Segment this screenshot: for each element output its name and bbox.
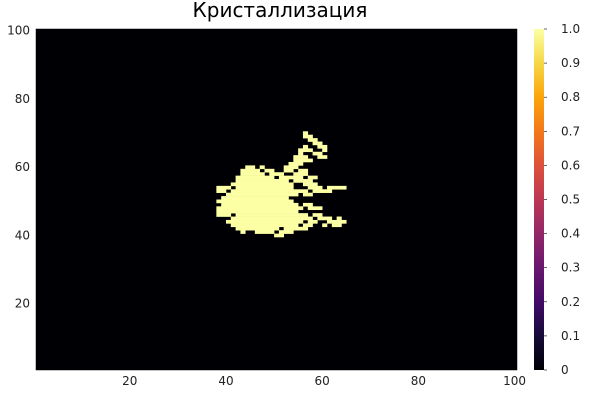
cluster-cell <box>317 216 333 221</box>
cluster-cell <box>307 185 323 190</box>
x-tick-label: 20 <box>122 374 137 388</box>
cluster-cell <box>312 141 323 146</box>
x-axis-ticks: 20 40 60 80 100 <box>122 374 526 388</box>
colorbar-tick-label: 0.2 <box>561 295 580 309</box>
cluster-cell <box>317 144 328 149</box>
cluster-cell <box>302 144 309 149</box>
cluster-cell <box>278 175 304 180</box>
cluster-cell <box>264 168 275 173</box>
colorbar-tick-label: 0.4 <box>561 227 580 241</box>
cluster-cell <box>312 213 323 217</box>
cluster-cell <box>221 202 299 207</box>
cluster-cell <box>235 175 275 180</box>
colorbar-tick-label: 0.1 <box>561 329 580 343</box>
cluster-cell <box>225 192 299 197</box>
cluster-cell <box>298 168 309 173</box>
cluster-cell <box>216 206 304 211</box>
cluster-cell <box>312 189 333 193</box>
cluster-cell <box>288 161 304 166</box>
cluster-cell <box>322 223 328 228</box>
cluster-cell <box>327 185 347 190</box>
cluster-cell <box>307 206 323 211</box>
x-tick-label: 40 <box>218 374 233 388</box>
cluster-cell <box>331 223 342 228</box>
crystal-cluster <box>216 131 347 238</box>
colorbar-tick-label: 0.7 <box>561 124 580 138</box>
colorbar-tick-label: 1.0 <box>561 22 580 36</box>
cluster-cell <box>259 165 265 170</box>
cluster-cell <box>245 165 256 170</box>
cluster-cell <box>302 202 313 207</box>
cluster-cell <box>327 219 347 224</box>
cluster-cell <box>278 230 294 234</box>
cluster-cell <box>293 172 309 176</box>
y-tick-label: 100 <box>7 24 30 38</box>
cluster-cell <box>216 185 232 190</box>
x-tick-label: 80 <box>411 374 426 388</box>
cluster-cell <box>302 182 318 187</box>
cluster-cell <box>216 199 294 204</box>
cluster-cell <box>230 189 309 193</box>
y-tick-label: 40 <box>15 228 30 242</box>
y-tick-label: 20 <box>15 297 30 311</box>
cluster-cell <box>298 148 313 153</box>
cluster-cell <box>293 155 309 159</box>
cluster-cell <box>221 196 289 200</box>
cluster-cell <box>225 219 304 224</box>
cluster-cell <box>283 226 309 231</box>
y-tick-label: 80 <box>15 92 30 106</box>
cluster-cell <box>240 230 246 234</box>
cluster-cell <box>254 230 275 234</box>
cluster-cell <box>302 134 313 139</box>
cluster-cell <box>235 179 289 183</box>
colorbar-tick-label: 0.3 <box>561 261 580 275</box>
cluster-cell <box>240 168 260 173</box>
colorbar-tick-label: 0.9 <box>561 56 580 70</box>
cluster-cell <box>283 165 299 170</box>
cluster-cell <box>235 226 280 231</box>
cluster-cell <box>274 233 285 238</box>
cluster-cell <box>283 168 294 173</box>
cluster-cell <box>230 223 299 228</box>
cluster-cell <box>302 223 313 228</box>
cluster-cell <box>216 209 299 214</box>
y-tick-label: 60 <box>15 160 30 174</box>
cluster-cell <box>235 213 309 217</box>
colorbar <box>534 29 544 370</box>
cluster-cell <box>307 175 318 180</box>
cluster-cell <box>216 189 227 193</box>
y-axis-ticks: 20 40 60 80 100 <box>7 24 30 311</box>
chart-title: Кристаллизация <box>193 0 368 22</box>
colorbar-tick-label: 0 <box>561 363 569 377</box>
x-tick-label: 60 <box>315 374 330 388</box>
cluster-cell <box>298 151 304 156</box>
colorbar-tick-label: 0.5 <box>561 193 580 207</box>
cluster-cell <box>307 219 318 224</box>
cluster-cell <box>302 131 309 136</box>
colorbar-ticks: 0 0.1 0.2 0.3 0.4 0.5 0.6 0.7 0.8 0.9 1.0 <box>544 22 580 377</box>
cluster-cell <box>317 155 328 159</box>
cluster-cell <box>336 216 342 221</box>
cluster-cell <box>322 148 328 153</box>
cluster-cell <box>302 192 313 197</box>
cluster-cell <box>293 179 313 183</box>
plot-frame <box>35 28 518 371</box>
cluster-cell <box>230 182 294 187</box>
cluster-cell <box>269 172 285 176</box>
cluster-cell <box>312 151 323 156</box>
colorbar-tick-label: 0.6 <box>561 158 580 172</box>
cluster-cell <box>240 172 265 176</box>
cluster-cell <box>216 213 232 217</box>
cluster-cell <box>307 138 318 142</box>
cluster-cell <box>235 185 294 190</box>
x-tick-label: 100 <box>503 374 526 388</box>
cluster-cell <box>293 158 313 163</box>
cluster-cell <box>230 216 313 221</box>
colorbar-tick-label: 0.8 <box>561 90 580 104</box>
